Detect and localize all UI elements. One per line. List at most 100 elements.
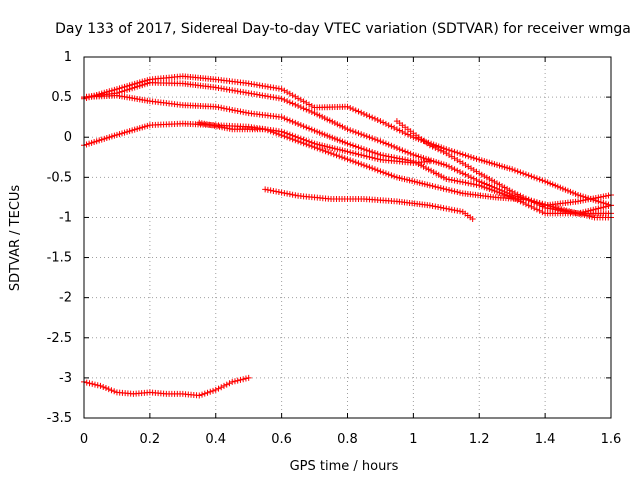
data-point [380,169,387,176]
data-point [440,148,447,155]
data-point [311,127,318,134]
data-point [423,165,430,172]
data-point [426,158,433,165]
grid [83,56,612,419]
data-point [129,85,136,92]
data-point [88,139,95,146]
data-point [134,125,141,132]
data-point [336,146,343,153]
data-point [264,127,271,134]
data-point [426,202,433,209]
data-point [344,148,351,155]
data-point [443,175,450,182]
data-point [547,180,554,187]
data-point [491,178,498,185]
data-point [382,120,389,127]
data-point [504,185,511,192]
data-point [385,122,392,129]
data-point [300,105,307,112]
data-point [511,167,518,174]
data-point [284,190,291,197]
data-point [295,120,302,127]
data-point [284,116,291,123]
data-point [435,146,442,153]
data-point [382,140,389,147]
data-point [98,136,105,143]
data-point [476,182,483,189]
data-point [341,139,348,146]
data-point [478,183,485,190]
data-point [499,183,506,190]
data-point [341,148,348,155]
data-point [391,143,398,150]
y-tick-label: 0 [64,130,72,145]
data-point [536,176,543,183]
data-point [468,174,475,181]
data-point [371,149,378,156]
data-point [344,103,351,110]
data-point [278,132,285,139]
data-point [446,206,453,213]
series-track-g [262,186,476,223]
data-point [352,150,359,157]
data-point [470,175,477,182]
data-point [349,106,356,113]
data-point [358,152,365,159]
data-point [388,123,395,130]
data-point [533,200,540,207]
data-point [339,147,346,154]
data-point [311,144,318,151]
data-point [103,135,110,142]
data-point [417,162,424,169]
data-point [446,176,453,183]
data-point [391,173,398,180]
data-point [388,142,395,149]
data-point [536,202,543,209]
data-point [380,139,387,146]
data-point [562,186,569,193]
data-point [504,192,511,199]
data-point [108,387,115,394]
data-point [330,151,337,158]
data-point [295,138,302,145]
data-point [486,159,493,166]
data-point [448,177,455,184]
data-point [134,83,141,90]
data-point [126,86,133,93]
data-point [339,123,346,130]
data-point [220,382,227,389]
data-point [371,136,378,143]
data-point [369,149,376,156]
data-point [374,137,381,144]
y-tick-label: -3 [59,371,72,386]
x-tick-label: 0.2 [140,432,161,447]
data-point [116,131,123,138]
data-point [459,170,466,177]
data-point [129,127,136,134]
data-point [377,168,384,175]
data-point [324,143,331,150]
data-point [421,181,428,188]
data-point [355,151,362,158]
data-point [218,384,225,391]
data-point [499,190,506,197]
data-point [459,179,466,186]
data-point [234,108,241,115]
data-point [223,381,230,388]
data-point [404,131,411,138]
data-point [97,382,104,389]
tick-labels: 0 0.2 0.4 0.6 0.8 1 1.2 1.4 1.6 1 0.5 0 -0.5 -1 -1.5 -2… [47,50,622,447]
data-point [229,106,236,113]
data-point [435,159,442,166]
data-point [105,386,112,393]
data-point [401,176,408,183]
data-point [522,195,529,202]
data-point [289,136,296,143]
data-point [429,143,436,150]
data-point [377,118,384,125]
data-point [509,194,516,201]
data-point [347,149,354,156]
data-point [428,157,435,164]
data-point [329,134,336,141]
data-point [446,187,453,194]
